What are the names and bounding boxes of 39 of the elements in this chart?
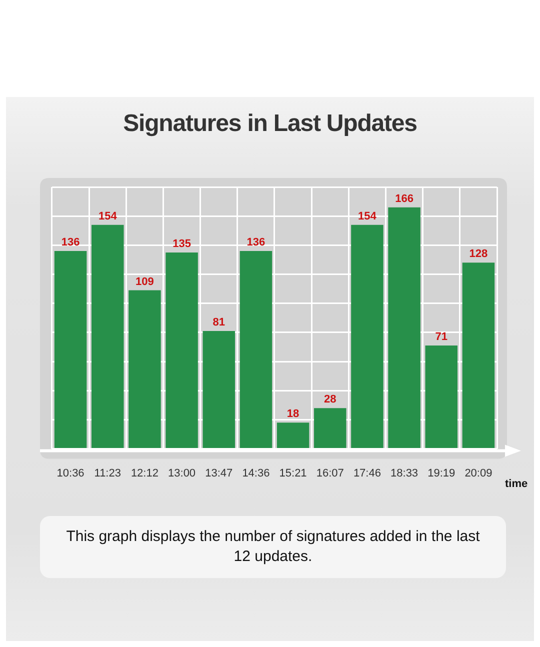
bar	[425, 346, 458, 448]
data-label: 128	[469, 248, 488, 260]
data-label: 81	[212, 316, 225, 329]
bar	[462, 262, 495, 448]
x-tick-label: 18:33	[390, 467, 418, 480]
data-label: 154	[98, 210, 118, 222]
x-tick-label: 13:47	[205, 467, 233, 480]
data-label: 18	[286, 408, 300, 420]
data-label: 136	[61, 236, 80, 249]
bar	[128, 290, 161, 448]
bar	[54, 250, 87, 448]
data-label: 154	[358, 210, 378, 222]
data-label: 28	[324, 394, 336, 406]
x-tick-label: 14:36	[242, 467, 270, 480]
x-tick-label: 10:36	[56, 467, 84, 480]
chart-title: Signatures in Last Updates	[122, 110, 418, 138]
x-tick-label: 11:23	[94, 467, 121, 480]
bar	[276, 422, 310, 448]
x-tick-label: 16:07	[316, 467, 344, 480]
data-label: 135	[172, 238, 191, 250]
x-axis-title: time	[505, 478, 528, 490]
data-label: 166	[395, 192, 414, 205]
bar	[388, 207, 420, 448]
x-tick-label: 13:00	[168, 467, 196, 480]
text: This graph displays the number of signatures added in the last 12 updates.	[65, 527, 481, 567]
x-tick-label: 17:46	[353, 467, 381, 480]
data-label: 71	[435, 331, 448, 344]
bar	[202, 330, 236, 448]
x-tick-label: 12:12	[130, 467, 158, 480]
x-tick-label: 19:19	[428, 467, 456, 480]
bar	[166, 252, 198, 448]
x-tick-label: 20:09	[464, 467, 492, 480]
bar	[91, 224, 124, 448]
x-tick-label: 15:21	[279, 467, 307, 480]
bar	[240, 250, 272, 448]
bar	[314, 408, 346, 448]
data-label: 109	[136, 276, 154, 288]
bar	[351, 224, 384, 448]
data-label: 136	[246, 236, 266, 249]
